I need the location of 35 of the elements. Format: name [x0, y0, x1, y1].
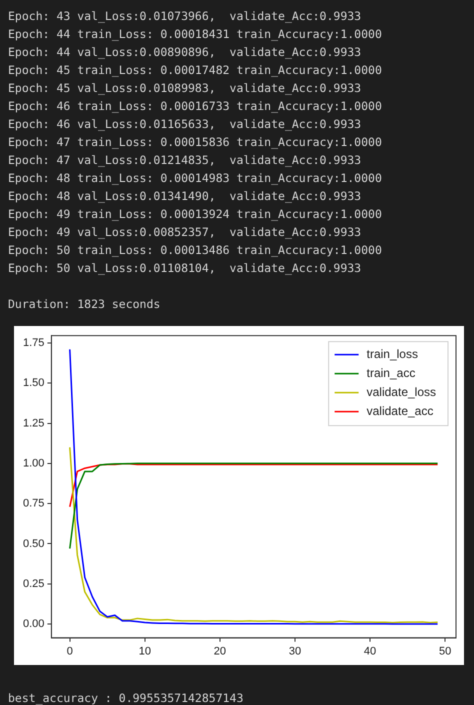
y-tick-label: 1.25 — [22, 417, 44, 430]
x-tick-label: 20 — [214, 645, 226, 658]
text: Epoch: 46 train_Loss: 0.00016733 train_Accuracy:1.0000 — [7, 98, 383, 115]
legend-label: validate_acc — [366, 404, 434, 418]
text: Epoch: 50 val_Loss:0.01108104, validate_Acc:0.9933 — [7, 260, 362, 277]
text: Epoch: 43 val_Loss:0.01073966, validate_Acc:0.9933 — [7, 8, 362, 25]
legend-label: validate_loss — [366, 384, 436, 399]
text: Epoch: 47 train_Loss: 0.00015836 train_Accuracy:1.0000 — [7, 134, 383, 151]
y-tick-label: 0.00 — [22, 618, 44, 630]
legend-label: train_loss — [366, 346, 418, 361]
x-tick-label: 0 — [66, 645, 73, 658]
text: Epoch: 48 val_Loss:0.01341490, validate_Acc:0.9933 — [7, 188, 362, 205]
x-tick-label: 50 — [438, 645, 452, 658]
text: Epoch: 49 val_Loss:0.00852357, validate_Acc:0.9933 — [7, 224, 362, 241]
y-tick-label: 0.25 — [22, 578, 44, 590]
y-tick-label: 1.00 — [22, 457, 44, 470]
text: Epoch: 45 val_Loss:0.01089983, validate_Acc:0.9933 — [7, 80, 362, 97]
text: best_accuracy : 0.9955357142857143 — [7, 690, 244, 705]
text: Epoch: 45 train_Loss: 0.00017482 train_Accuracy:1.0000 — [7, 62, 383, 79]
text: Duration: 1823 seconds — [7, 296, 162, 313]
text: Epoch: 47 val_Loss:0.01214835, validate_Acc:0.9933 — [7, 152, 362, 169]
text: Epoch: 44 train_Loss: 0.00018431 train_Accuracy:1.0000 — [7, 26, 383, 43]
x-tick-label: 30 — [288, 645, 302, 658]
text: Epoch: 49 train_Loss: 0.00013924 train_Accuracy:1.0000 — [7, 206, 383, 223]
legend-label: train_acc — [366, 366, 416, 380]
x-tick-label: 10 — [138, 645, 151, 658]
text: Epoch: 46 val_Loss:0.01165633, validate_Acc:0.9933 — [7, 116, 362, 133]
text: Epoch: 44 val_Loss:0.00890896, validate_Acc:0.9933 — [7, 44, 362, 61]
y-tick-label: 0.75 — [22, 498, 44, 510]
text: Epoch: 48 train_Loss: 0.00014983 train_Accuracy:1.0000 — [7, 170, 383, 187]
x-tick-label: 40 — [364, 645, 376, 658]
y-tick-label: 1.50 — [22, 377, 44, 390]
y-tick-label: 0.50 — [22, 538, 44, 550]
text: Epoch: 50 train_Loss: 0.00013486 train_Accuracy:1.0000 — [7, 242, 383, 259]
y-tick-label: 1.75 — [22, 336, 44, 349]
